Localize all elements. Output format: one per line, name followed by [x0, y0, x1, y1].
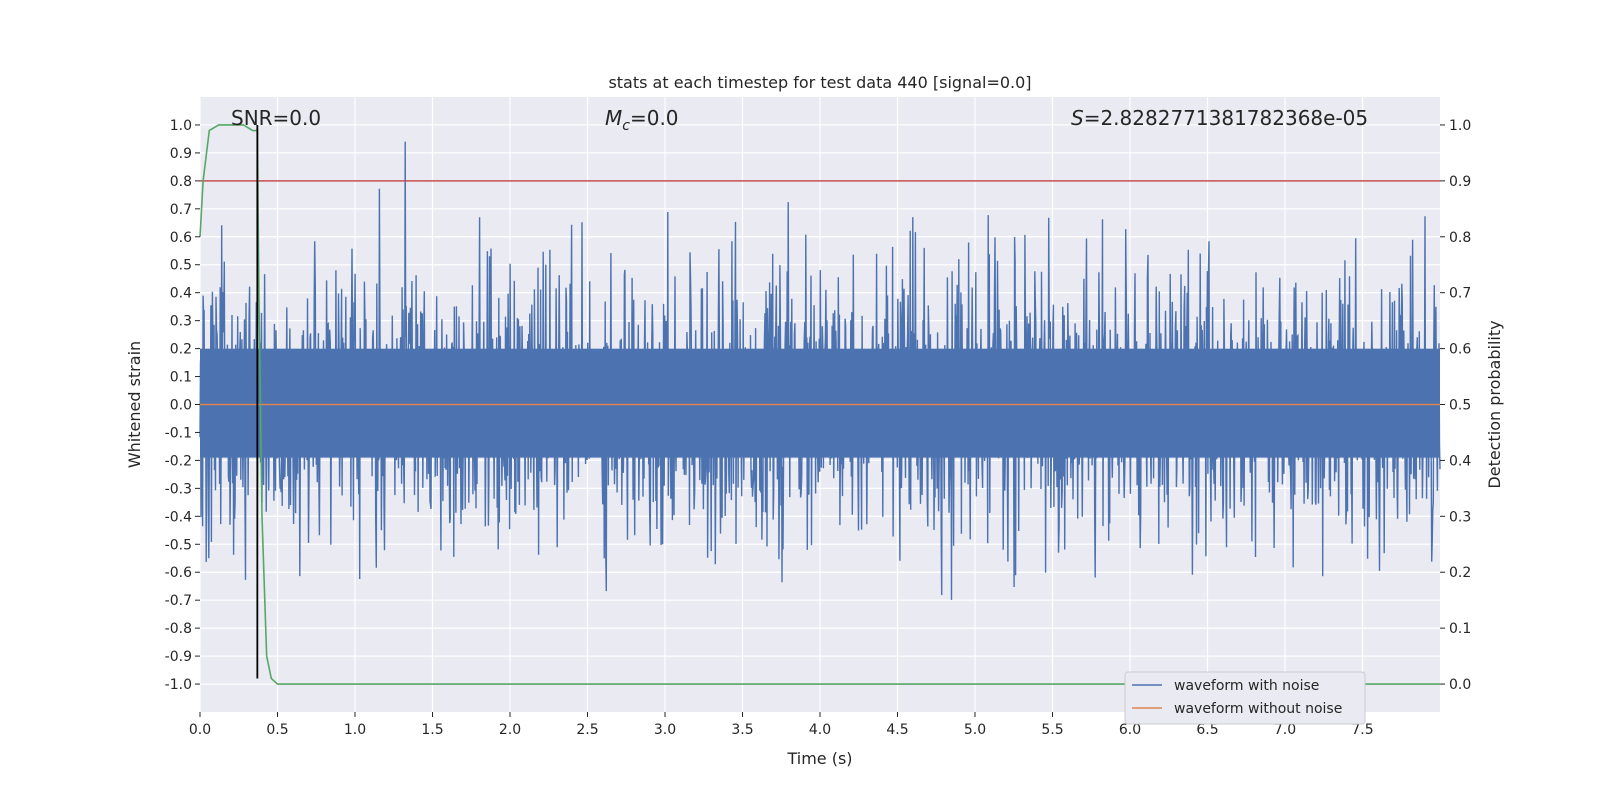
y-tick-label: 0.8	[170, 174, 192, 190]
y2-tick-label: 0.8	[1449, 230, 1471, 246]
y2-axis-label: Detection probability	[1485, 320, 1504, 488]
y2-tick-label: 0.2	[1449, 565, 1471, 581]
y-tick-label: 0.4	[170, 286, 192, 302]
x-tick-label: 6.0	[1119, 722, 1141, 738]
y-tick-label: 0.5	[170, 258, 192, 274]
y-tick-label: -0.9	[165, 649, 192, 665]
y-axis-label: Whitened strain	[125, 341, 144, 468]
y-tick-label: -0.7	[165, 593, 192, 609]
snr-annotation: SNR=0.0	[231, 106, 321, 130]
y-tick-label: 0.7	[170, 202, 192, 218]
x-tick-label: 1.0	[344, 722, 366, 738]
y-tick-label: 0.6	[170, 230, 192, 246]
y2-tick-label: 0.9	[1449, 174, 1471, 190]
y-tick-label: 0.9	[170, 146, 192, 162]
y2-tick-label: 0.6	[1449, 342, 1471, 358]
y-tick-label: -1.0	[165, 677, 192, 693]
x-tick-label: 0.5	[266, 722, 288, 738]
legend-box	[1124, 671, 1366, 725]
x-tick-label: 5.0	[964, 722, 986, 738]
y2-tick-label: 1.0	[1449, 118, 1471, 134]
s-annotation: S=2.8282771381782368e-05	[1071, 106, 1368, 130]
y2-tick-label: 0.7	[1449, 286, 1471, 302]
x-tick-label: 2.0	[499, 722, 521, 738]
chart-title: stats at each timestep for test data 440…	[608, 73, 1031, 92]
y-tick-label: 0.2	[170, 342, 192, 358]
x-tick-label: 1.5	[421, 722, 443, 738]
y-tick-label: -0.1	[165, 425, 192, 441]
x-tick-label: 5.5	[1041, 722, 1063, 738]
y-tick-label: -0.4	[165, 509, 192, 525]
y-tick-label: -0.6	[165, 565, 192, 581]
series-detection-probability	[199, 124, 1440, 685]
y2-tick-label: 0.4	[1449, 453, 1471, 469]
x-tick-label: 4.5	[886, 722, 908, 738]
legend: waveform with noise waveform without nois…	[1124, 671, 1366, 725]
y2-tick-label: 0.5	[1449, 398, 1471, 414]
chirp-mass-annotation: Mc=0.0	[605, 106, 679, 134]
y-tick-label: 1.0	[170, 118, 192, 134]
x-tick-label: 7.0	[1274, 722, 1296, 738]
x-tick-label: 6.5	[1196, 722, 1218, 738]
y2-tick-label: 0.1	[1449, 621, 1471, 637]
y-tick-label: -0.2	[165, 453, 192, 469]
x-tick-label: 7.5	[1351, 722, 1373, 738]
waveform-with-noise-core	[200, 348, 1440, 458]
x-axis-label: Time (s)	[786, 749, 852, 768]
y-tick-label: 0.3	[170, 314, 192, 330]
x-tick-label: 4.0	[809, 722, 831, 738]
y-tick-label: -0.3	[165, 481, 192, 497]
y-tick-label: -0.5	[165, 537, 192, 553]
x-tick-label: 0.0	[189, 722, 211, 738]
y-tick-label: 0.0	[170, 398, 192, 414]
legend-label: waveform with noise	[1174, 678, 1319, 694]
y-tick-label: -0.8	[165, 621, 192, 637]
legend-label: waveform without noise	[1174, 701, 1342, 717]
x-tick-label: 3.0	[654, 722, 676, 738]
x-tick-label: 2.5	[576, 722, 598, 738]
x-tick-label: 3.5	[731, 722, 753, 738]
y2-tick-label: 0.3	[1449, 509, 1471, 525]
y2-tick-label: 0.0	[1449, 677, 1471, 693]
y-tick-label: 0.1	[170, 370, 192, 386]
